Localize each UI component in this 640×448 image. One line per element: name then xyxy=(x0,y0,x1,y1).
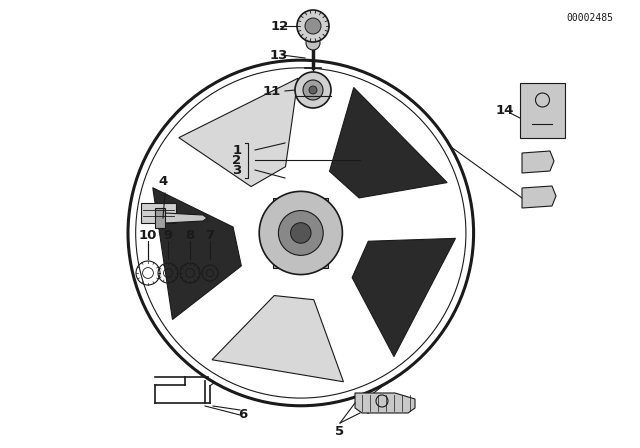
Text: 8: 8 xyxy=(186,228,195,241)
Text: 5: 5 xyxy=(335,425,344,438)
Bar xyxy=(273,198,328,268)
Polygon shape xyxy=(165,213,207,223)
Bar xyxy=(141,203,175,223)
Circle shape xyxy=(259,191,342,275)
Polygon shape xyxy=(352,238,456,357)
Text: 14: 14 xyxy=(496,103,514,116)
Polygon shape xyxy=(355,393,415,413)
Polygon shape xyxy=(155,208,165,228)
Text: 4: 4 xyxy=(158,175,168,188)
Polygon shape xyxy=(153,188,241,319)
Text: 12: 12 xyxy=(271,20,289,33)
Bar xyxy=(520,83,565,138)
Text: 3: 3 xyxy=(232,164,242,177)
Polygon shape xyxy=(522,151,554,173)
Circle shape xyxy=(306,36,320,50)
Polygon shape xyxy=(330,87,447,198)
Circle shape xyxy=(303,80,323,100)
Text: 11: 11 xyxy=(263,85,281,98)
Text: 7: 7 xyxy=(205,228,214,241)
Polygon shape xyxy=(179,78,298,186)
Text: 6: 6 xyxy=(238,409,248,422)
Text: 2: 2 xyxy=(232,154,241,167)
Polygon shape xyxy=(212,296,344,382)
Circle shape xyxy=(309,86,317,94)
Circle shape xyxy=(295,72,331,108)
Text: 10: 10 xyxy=(139,228,157,241)
Text: 13: 13 xyxy=(270,48,288,61)
Text: 00002485: 00002485 xyxy=(566,13,614,23)
Circle shape xyxy=(278,211,323,255)
Text: 9: 9 xyxy=(163,228,173,241)
Polygon shape xyxy=(522,186,556,208)
Circle shape xyxy=(305,18,321,34)
Circle shape xyxy=(291,223,311,243)
Text: 1: 1 xyxy=(232,143,241,156)
Circle shape xyxy=(297,10,329,42)
